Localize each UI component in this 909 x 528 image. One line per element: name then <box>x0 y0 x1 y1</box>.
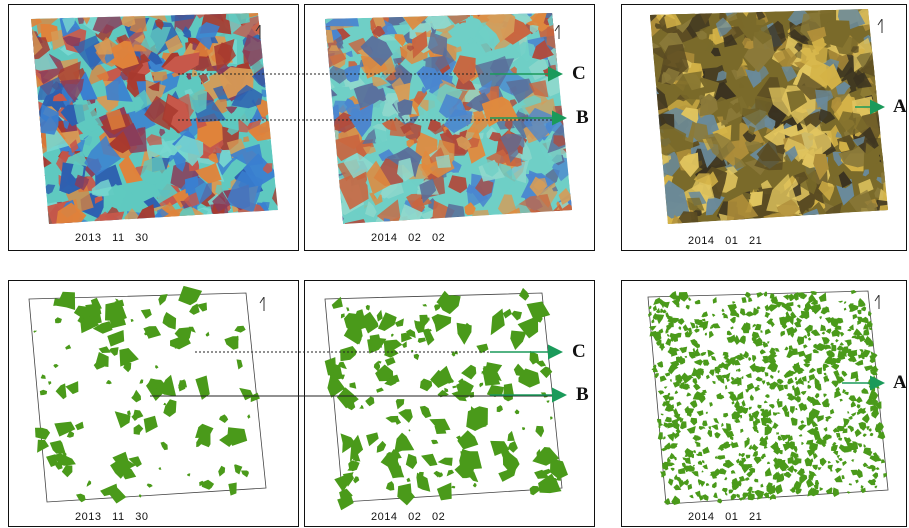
north-arrow-icon <box>259 296 269 311</box>
north-arrow-icon <box>554 24 564 39</box>
north-arrow-icon <box>874 294 884 309</box>
crop-mask-2014-01-21 <box>647 290 889 505</box>
crop-mask-2014-02-02 <box>324 287 568 511</box>
date-label: 2014 01 21 <box>688 235 763 247</box>
panel-bottom-2014-02-02: 2014 02 02 <box>304 280 595 527</box>
pointer-label-bottom-a: A <box>893 372 907 393</box>
date-label: 2014 02 02 <box>371 511 446 523</box>
date-label: 2013 11 30 <box>75 511 149 523</box>
north-arrow-icon <box>877 18 887 33</box>
date-label: 2014 02 02 <box>371 232 446 244</box>
pointer-label-top-c: C <box>572 63 586 84</box>
date-label: 2014 01 21 <box>688 511 763 523</box>
date-label: 2013 11 30 <box>75 232 149 244</box>
panel-bottom-2013-11-30: 2013 11 30 <box>8 280 299 527</box>
false-color-image-2014-02-02 <box>325 13 572 224</box>
pointer-label-top-b: B <box>576 107 589 128</box>
panel-bottom-2014-01-21: 2014 01 21 <box>621 280 907 527</box>
crop-mask-2013-11-30 <box>28 285 267 504</box>
panel-top-2014-01-21: 2014 01 21 <box>621 4 907 251</box>
false-color-image-2013-11-30 <box>31 13 278 224</box>
panel-top-2013-11-30: 2013 11 30 <box>8 4 299 251</box>
false-color-image-2014-01-21 <box>650 9 888 224</box>
pointer-label-top-a: A <box>893 96 907 117</box>
north-arrow-icon <box>255 24 265 39</box>
pointer-label-bottom-b: B <box>576 384 589 405</box>
panel-top-2014-02-02: 2014 02 02 <box>304 4 595 251</box>
pointer-label-bottom-c: C <box>572 341 586 362</box>
